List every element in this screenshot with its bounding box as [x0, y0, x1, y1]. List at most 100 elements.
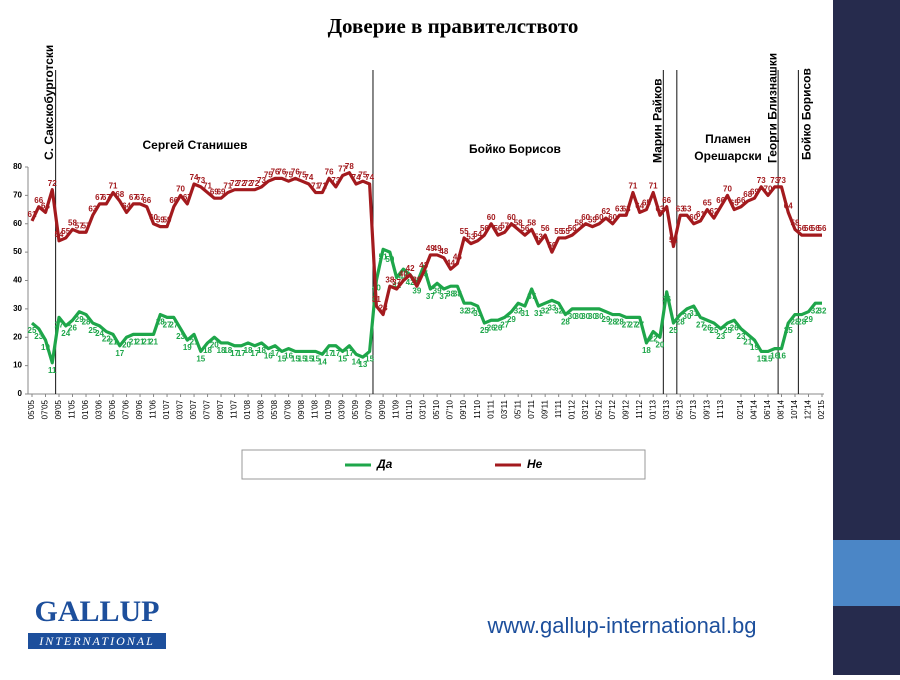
data-label: 55	[61, 227, 70, 236]
data-label: 33	[547, 303, 556, 312]
x-tick-label: 01'06	[81, 399, 90, 419]
data-label: 75	[298, 170, 307, 179]
x-tick-label: 11'13	[716, 399, 725, 418]
data-label: 55	[561, 227, 570, 236]
x-tick-label: 01'10	[405, 399, 414, 419]
legend-box	[241, 449, 646, 480]
x-tick-label: 07'08	[284, 399, 293, 419]
x-tick-label: 07'09	[365, 399, 374, 419]
data-label: 70	[764, 184, 773, 193]
x-tick-label: 03'12	[581, 399, 590, 419]
data-label: 44	[446, 258, 455, 267]
annotation: Марин Райков	[650, 78, 664, 163]
data-label: 64	[635, 202, 644, 211]
data-label: 18	[257, 346, 266, 355]
data-label: 28	[608, 318, 617, 327]
data-label: 56	[818, 224, 827, 233]
data-label: 48	[439, 247, 448, 256]
data-label: 49	[426, 244, 435, 253]
data-label: 28	[797, 318, 806, 327]
y-tick-label: 60	[13, 219, 22, 228]
data-label: 76	[291, 167, 300, 176]
data-label: 66	[169, 196, 178, 205]
data-label: 17	[250, 349, 259, 358]
data-label: 23	[176, 332, 185, 341]
data-label: 70	[723, 184, 732, 193]
legend-label: Не	[527, 457, 543, 471]
logo-top: GALLUP	[34, 595, 159, 628]
data-label: 39	[433, 286, 442, 295]
data-label: 17	[271, 349, 280, 358]
data-label: 57	[75, 221, 84, 230]
data-label: 17	[345, 349, 354, 358]
x-tick-label: 09'11	[540, 399, 549, 418]
x-tick-label: 09'13	[702, 399, 711, 419]
plot: 0 10 20 30 40 50 60 70 80 05'05 07'05 09'05 11'05 01'…	[13, 45, 827, 420]
data-label: 71	[628, 182, 637, 191]
x-tick-label: 10'14	[790, 399, 799, 419]
data-label: 60	[689, 213, 698, 222]
data-label: 75	[358, 170, 367, 179]
data-label: 62	[601, 207, 610, 216]
data-label: 23	[737, 332, 746, 341]
data-label: 16	[777, 352, 786, 361]
data-label: 17	[237, 349, 246, 358]
data-label: 76	[271, 167, 280, 176]
data-label: 60	[595, 213, 604, 222]
y-tick-label: 0	[18, 389, 23, 398]
data-label: 68	[743, 190, 752, 199]
data-label: 27	[163, 320, 172, 329]
chart-title: Доверие в правителството	[328, 14, 579, 38]
data-label: 18	[223, 346, 232, 355]
data-label: 53	[534, 233, 543, 242]
data-label: 25	[784, 326, 793, 335]
data-label: 18	[203, 346, 212, 355]
data-label: 15	[757, 355, 766, 364]
data-label: 24	[95, 329, 104, 338]
x-tick-label: 08'14	[777, 399, 786, 419]
x-tick-label: 11'07	[230, 399, 239, 418]
data-label: 29	[601, 315, 610, 324]
data-label: 37	[426, 292, 435, 301]
data-label: 40	[399, 270, 408, 279]
data-label: 72	[48, 179, 57, 188]
data-label: 17	[115, 349, 124, 358]
x-tick-label: 11'05	[68, 399, 77, 418]
logo: GALLUP INTERNATIONAL	[28, 595, 166, 649]
data-label: 22	[649, 335, 658, 344]
data-label: 32	[514, 306, 523, 315]
data-label: 73	[777, 176, 786, 185]
data-label: 37	[392, 278, 401, 287]
x-tick-label: 03'09	[338, 399, 347, 419]
data-label: 58	[791, 219, 800, 228]
data-label: 64	[122, 202, 131, 211]
x-tick-label: 05'05	[27, 399, 36, 419]
x-tick-label: 05'07	[189, 399, 198, 419]
data-label: 74	[190, 173, 199, 182]
data-label: 49	[433, 244, 442, 253]
logo-bottom: INTERNATIONAL	[38, 634, 155, 648]
series-line	[30, 247, 822, 365]
data-label: 78	[345, 162, 354, 171]
data-label: 32	[541, 306, 550, 315]
data-label: 58	[574, 219, 583, 228]
data-label: 27	[628, 320, 637, 329]
x-tick-label: 02'15	[817, 399, 826, 419]
data-label: 25	[480, 326, 489, 335]
data-label: 31	[689, 309, 698, 318]
data-label: 16	[770, 352, 779, 361]
data-label: 70	[176, 184, 185, 193]
data-label: 54	[55, 230, 64, 239]
data-label: 51	[379, 252, 388, 261]
x-tick-label: 03'08	[257, 399, 266, 419]
data-label: 27	[635, 320, 644, 329]
data-label: 56	[520, 224, 529, 233]
data-label: 72	[230, 179, 239, 188]
data-label: 14	[318, 357, 327, 366]
data-label: 28	[561, 318, 570, 327]
data-label: 21	[109, 338, 118, 347]
data-label: 21	[743, 338, 752, 347]
data-label: 19	[41, 343, 50, 352]
data-label: 31	[534, 309, 543, 318]
series-line	[30, 171, 822, 317]
